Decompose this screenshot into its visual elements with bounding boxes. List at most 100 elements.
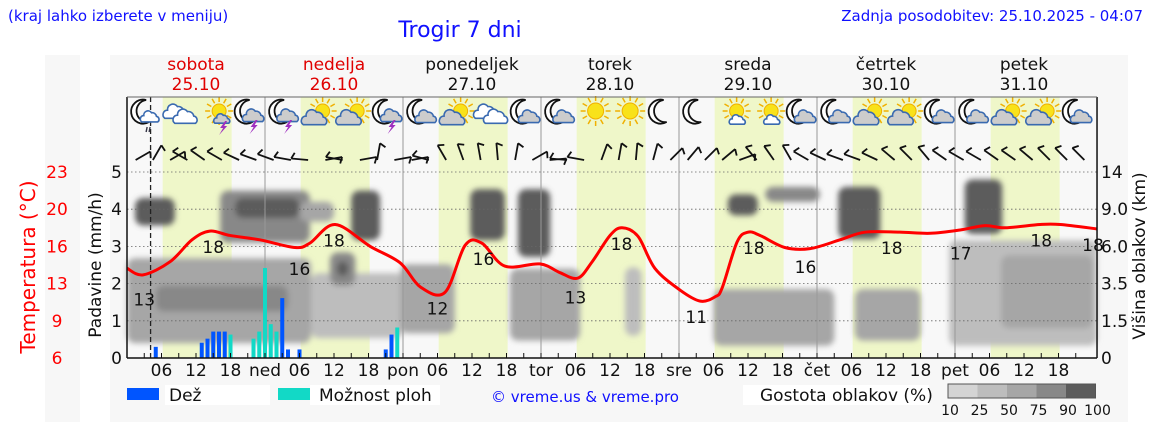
wind-feather	[379, 142, 387, 148]
cloud-shape	[990, 108, 1018, 126]
sun-cloud-icon	[438, 97, 475, 126]
sun-disc	[587, 102, 605, 120]
wind-staff	[899, 147, 913, 161]
rain-tick-label: 2	[111, 275, 122, 295]
cloud-shape	[793, 109, 817, 124]
moon-shape	[233, 98, 254, 125]
wind-staff	[1000, 149, 1016, 161]
sun-ray	[1039, 98, 1044, 104]
wind-barb	[826, 148, 844, 161]
sun-cloud-icon	[335, 97, 372, 126]
sun-ray	[1054, 114, 1060, 119]
wind-feather	[149, 151, 152, 159]
sun-ray	[862, 103, 868, 108]
last-updated: Zadnja posodobitev: 25.10.2025 - 04:07	[841, 7, 1143, 25]
moon-cloud-icon	[785, 98, 817, 125]
wind-staff	[652, 143, 659, 161]
showers-bar	[257, 331, 262, 358]
wind-staff	[169, 150, 186, 161]
sun-ray	[582, 102, 588, 107]
cloud-blob	[299, 201, 334, 222]
sun-ray	[226, 103, 232, 108]
cloud-blob	[854, 289, 921, 341]
wind-feather	[408, 156, 412, 164]
wind-feather	[517, 142, 525, 148]
sun-ray	[912, 118, 917, 124]
x-tick-label: 12	[1013, 361, 1035, 381]
wind-staff	[1054, 147, 1068, 161]
wind-feather	[566, 151, 573, 158]
wind-staff	[495, 142, 499, 161]
day-name: ponedeljek	[425, 55, 519, 75]
wind-barb	[617, 142, 628, 161]
day-date: 30.10	[862, 75, 911, 95]
x-tick-label: 12	[875, 361, 897, 381]
wind-barb	[652, 142, 664, 161]
location-hint[interactable]: (kraj lahko izberete v meniju)	[8, 7, 228, 25]
showers-bar	[274, 331, 279, 358]
wind-barb	[436, 143, 447, 161]
copyright-link[interactable]: © vreme.us & vreme.pro	[491, 388, 679, 406]
sun-ray	[758, 114, 764, 119]
cloud-height-tick-label: 14	[1101, 163, 1123, 183]
wind-feather	[457, 143, 465, 146]
wind-feather	[697, 146, 703, 154]
sun-ray	[1016, 98, 1021, 104]
wind-staff	[394, 156, 412, 161]
cloud-height-tick-label: 6.0	[1101, 237, 1128, 257]
sun-ray	[778, 103, 784, 108]
x-tick-label: 18	[358, 361, 380, 381]
cloud-shape	[1069, 109, 1093, 124]
wind-staff	[376, 143, 381, 161]
wind-feather	[826, 148, 833, 155]
wind-barb	[239, 148, 257, 161]
wind-staff	[190, 149, 206, 161]
sun-ray	[206, 114, 212, 119]
weather-icons	[130, 96, 1093, 135]
temperature-label: 18	[611, 235, 633, 255]
wind-barb	[206, 147, 223, 161]
wind-staff	[721, 148, 736, 161]
cloud-shape	[966, 109, 990, 124]
rain-bar	[217, 331, 221, 358]
wind-barb	[965, 147, 982, 161]
sun-cloud-icon	[990, 97, 1027, 126]
wind-staff	[206, 150, 223, 161]
moon-storm-icon	[268, 98, 300, 134]
moon-shape	[268, 98, 288, 125]
x-tick-label: 18	[910, 361, 932, 381]
x-tick-label: čet	[804, 361, 831, 381]
wind-staff	[1071, 147, 1086, 161]
wind-feather	[917, 144, 925, 148]
wind-feather	[373, 156, 378, 164]
wind-barb	[411, 149, 430, 161]
sun-ray	[310, 103, 316, 108]
wind-feather	[932, 146, 939, 152]
sun-ray	[587, 119, 592, 125]
wind-feather	[437, 143, 445, 147]
temperature-label: 13	[565, 288, 587, 308]
wind-staff	[600, 143, 609, 161]
x-tick-label: 12	[599, 361, 621, 381]
day-date: 26.10	[310, 75, 359, 95]
precipitation-bars	[153, 267, 400, 358]
lightning-bolt	[284, 120, 293, 134]
temperature-tick-label: 9	[52, 312, 63, 332]
moon-cloud-icon	[406, 98, 438, 125]
cloud-blob	[518, 189, 551, 257]
wind-barb	[899, 145, 913, 161]
cloud-shape	[438, 108, 466, 126]
cloud-blob	[311, 273, 403, 339]
wind-staff	[223, 151, 240, 161]
wind-feather	[782, 143, 790, 147]
sun-icon	[615, 96, 646, 126]
sun-ray	[724, 114, 730, 119]
cloud-blob	[713, 289, 835, 346]
sun-ray	[452, 98, 457, 104]
day-date: 28.10	[586, 75, 635, 95]
wind-staff	[549, 157, 567, 161]
sun-ray	[728, 98, 733, 104]
moon-shape	[130, 98, 150, 125]
x-tick-label: 06	[703, 361, 725, 381]
